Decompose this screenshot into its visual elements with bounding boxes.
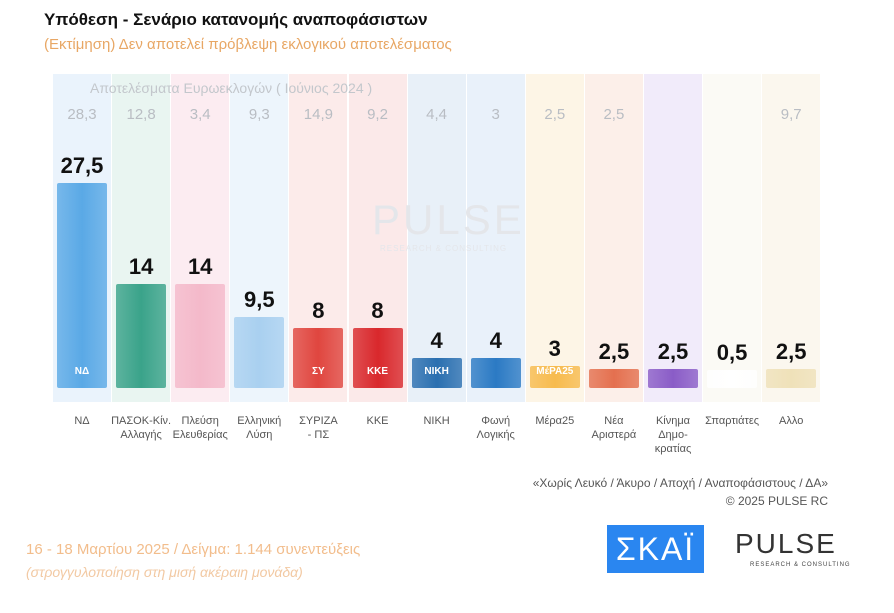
previous-results-title: Αποτελέσματα Ευρωεκλογών ( Ιούνιος 2024 … bbox=[90, 80, 373, 96]
previous-result-label: 2,5 bbox=[544, 106, 566, 123]
party-logo-icon: ΝΔ bbox=[74, 365, 90, 377]
bar bbox=[293, 328, 344, 388]
category-label: Μέρα25 bbox=[535, 415, 575, 427]
previous-result-label: 28,3 bbox=[67, 106, 97, 123]
column-background bbox=[525, 74, 584, 402]
party-logo-icon bbox=[709, 360, 755, 382]
bar bbox=[648, 369, 698, 388]
survey-date-sample: 16 - 18 Μαρτίου 2025 / Δείγμα: 1.144 συν… bbox=[26, 541, 361, 558]
value-label: 3 bbox=[548, 335, 561, 361]
party-logo-icon bbox=[591, 360, 637, 382]
value-label: 4 bbox=[430, 328, 443, 354]
previous-result-label: 9,7 bbox=[780, 106, 802, 123]
pulse-logo-sub: RESEARCH & CONSULTING bbox=[750, 562, 851, 568]
party-logo-icon: ΜέΡΑ25 bbox=[536, 365, 574, 377]
value-label: 2,5 bbox=[598, 339, 630, 365]
party-logo-icon bbox=[473, 360, 519, 382]
value-label: 27,5 bbox=[60, 153, 104, 178]
value-label: 2,5 bbox=[775, 339, 807, 365]
previous-result-label: 2,5 bbox=[603, 106, 625, 123]
value-label: 8 bbox=[371, 298, 384, 324]
value-label: 0,5 bbox=[716, 340, 748, 365]
bar bbox=[766, 369, 817, 388]
copyright: © 2025 PULSE RC bbox=[725, 494, 828, 508]
party-logo-icon bbox=[177, 360, 223, 382]
column-background bbox=[584, 74, 643, 402]
party-logo-icon: ΣΥ bbox=[312, 365, 325, 377]
party-logo-icon: ΚΚΕ bbox=[366, 365, 389, 377]
bar bbox=[234, 317, 285, 388]
bar bbox=[529, 365, 580, 388]
previous-result-label: 14,9 bbox=[303, 106, 333, 123]
value-label: 14 bbox=[128, 253, 154, 279]
category-label: Κίνημα Δημο- κρατίας bbox=[654, 415, 692, 455]
column-background bbox=[703, 74, 762, 402]
column-background bbox=[762, 74, 821, 402]
category-label: ΝΔ bbox=[74, 415, 90, 427]
party-logo-icon bbox=[236, 360, 282, 382]
category-label: Αλλο bbox=[779, 415, 804, 427]
value-label: 14 bbox=[187, 253, 213, 279]
chart-subtitle: (Εκτίμηση) Δεν αποτελεί πρόβλεψη εκλογικ… bbox=[44, 36, 452, 53]
column-background bbox=[407, 74, 466, 402]
column-background bbox=[644, 74, 702, 402]
category-label: ΚΚΕ bbox=[366, 415, 389, 427]
previous-result-label: 3,4 bbox=[189, 106, 211, 123]
pulse-watermark: PULSE bbox=[372, 196, 525, 243]
bar bbox=[411, 358, 462, 388]
party-logo-icon bbox=[768, 360, 814, 382]
previous-result-label: 3 bbox=[491, 106, 500, 123]
category-label: Σπαρτιάτες bbox=[705, 415, 760, 427]
bar bbox=[470, 358, 521, 388]
value-label: 9,5 bbox=[244, 287, 275, 313]
category-label: Πλεύση Ελευθερίας bbox=[172, 415, 228, 441]
pulse-watermark-sub: RESEARCH & CONSULTING bbox=[380, 244, 508, 253]
bar bbox=[707, 370, 758, 388]
previous-result-label: 4,4 bbox=[426, 106, 448, 123]
chart-title: Υπόθεση - Σενάριο κατανομής αναποφάσιστω… bbox=[44, 10, 428, 29]
category-label: ΠΑΣΟΚ-Κίν. Αλλαγής bbox=[111, 415, 172, 441]
party-logo-icon bbox=[118, 360, 164, 382]
bar bbox=[57, 183, 107, 388]
bar bbox=[588, 369, 639, 388]
bar bbox=[116, 283, 167, 388]
category-label: Φωνή Λογικής bbox=[476, 415, 515, 441]
party-logo-icon bbox=[650, 360, 696, 382]
value-label: 2,5 bbox=[657, 339, 689, 365]
bar bbox=[352, 328, 403, 388]
category-label: ΣΥΡΙΖΑ - ΠΣ bbox=[299, 415, 338, 441]
previous-result-label: 9,3 bbox=[248, 106, 270, 123]
pulse-logo: PULSE bbox=[735, 528, 837, 559]
rounding-note: (στρογγυλοποίηση στη μισή ακέραιη μονάδα… bbox=[26, 564, 303, 580]
category-label: Ελληνική Λύση bbox=[237, 415, 282, 441]
column-background bbox=[466, 74, 525, 402]
category-label: Νέα Αριστερά bbox=[591, 415, 637, 441]
value-label: 8 bbox=[312, 298, 325, 324]
exclusion-note: «Χωρίς Λευκό / Άκυρο / Αποχή / Αναποφάσι… bbox=[532, 476, 828, 490]
party-logo-icon: ΝΙΚΗ bbox=[424, 365, 449, 377]
category-label: ΝΙΚΗ bbox=[423, 415, 450, 427]
bar bbox=[175, 283, 226, 388]
value-label: 4 bbox=[489, 328, 502, 354]
previous-result-label: 9,2 bbox=[367, 106, 388, 123]
footnote: «Χωρίς Λευκό / Άκυρο / Αποχή / Αναποφάσι… bbox=[533, 474, 828, 510]
previous-result-label: 12,8 bbox=[126, 106, 156, 123]
skai-logo: ΣΚΑΪ bbox=[607, 525, 704, 573]
